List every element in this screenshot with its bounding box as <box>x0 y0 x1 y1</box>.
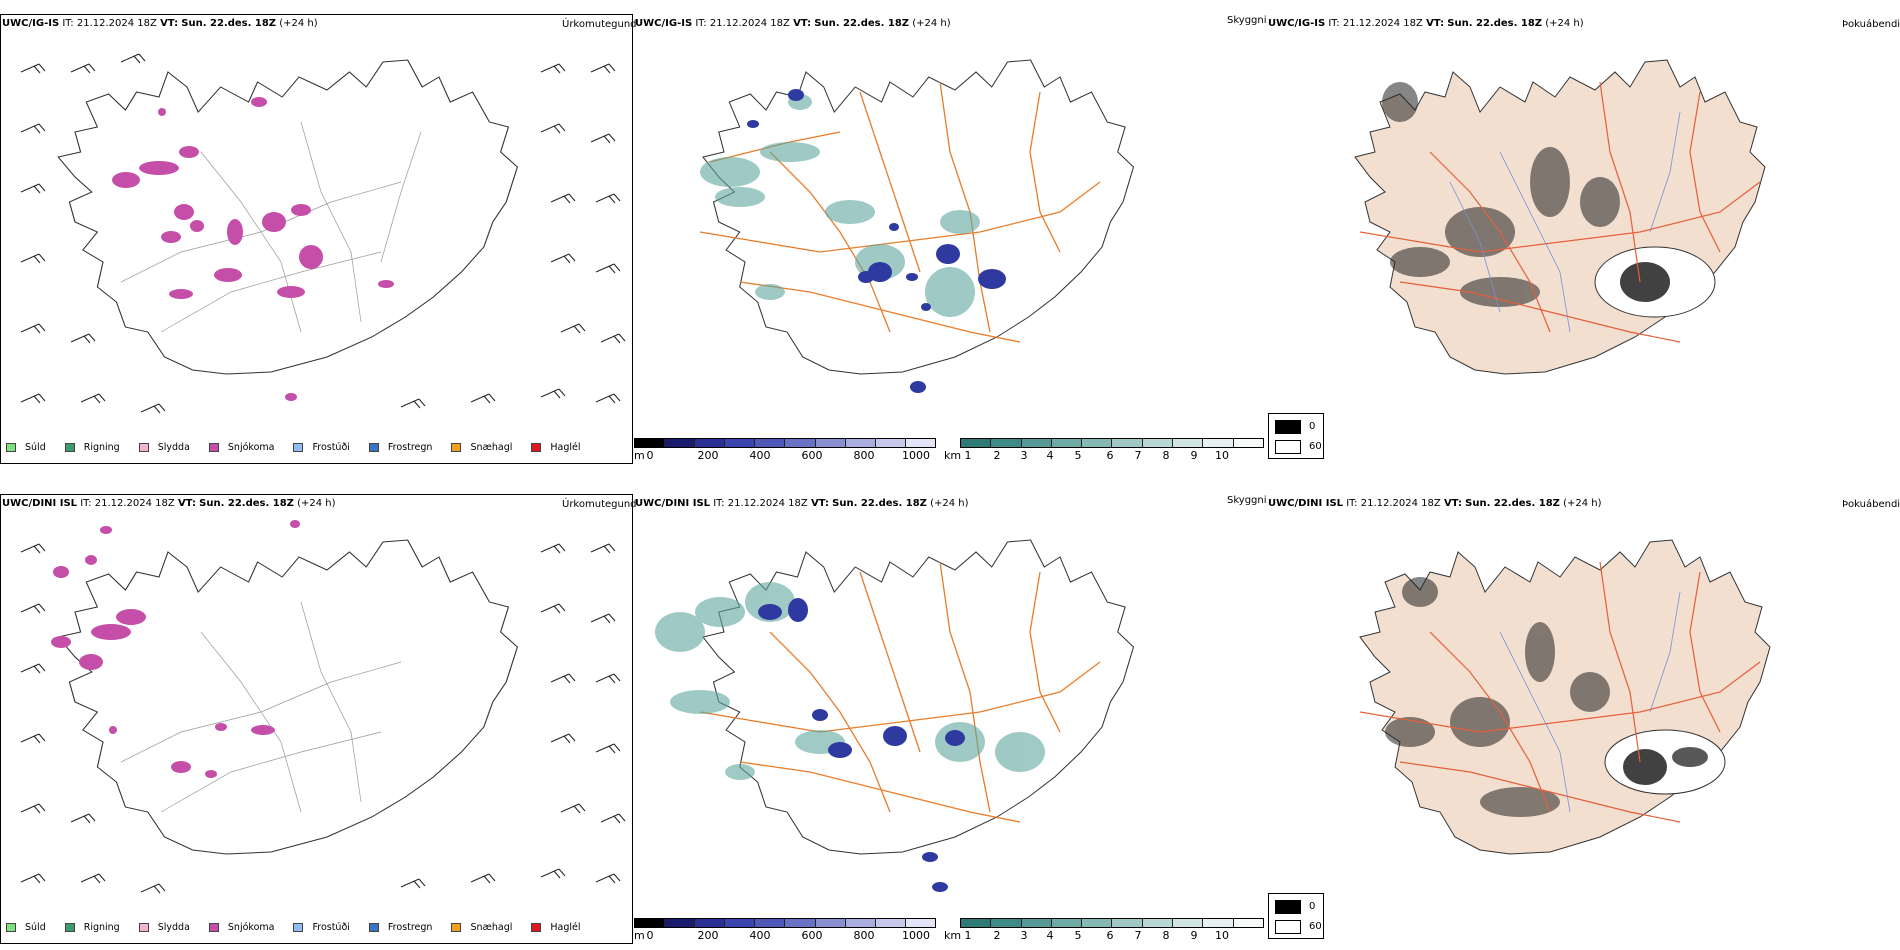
legend-swatch <box>368 443 379 452</box>
low-visibility-teal <box>700 94 980 317</box>
fog-legend-row1: 0 60 <box>1268 413 1324 459</box>
precip-map-frame <box>0 494 633 944</box>
wind-barbs <box>20 53 626 414</box>
legend-item: Súld <box>6 442 46 453</box>
colorbar-cells <box>960 918 1264 928</box>
legend-item: Snjókoma <box>208 442 274 453</box>
precip-legend-row2: Súld Rigning Slydda Snjókoma Frostúði Fr… <box>6 922 600 933</box>
fog-legend-dark-swatch <box>1275 900 1301 914</box>
low-visibility-teal <box>655 582 1045 780</box>
fog-roads <box>1359 561 1761 823</box>
legend-item: Snæhagl <box>451 922 512 933</box>
legend-item: Snjókoma <box>208 922 274 933</box>
legend-swatch <box>138 443 149 452</box>
legend-swatch <box>6 443 16 452</box>
legend-swatch <box>531 443 542 452</box>
fog-title-row2: Þokuábendi <box>1842 499 1900 510</box>
visibility-header-row1: UWC/IG-IS IT: 21.12.2024 18Z VT: Sun. 22… <box>635 18 951 29</box>
colorbar-cells <box>634 918 936 928</box>
precip-map-row2 <box>20 520 626 894</box>
glacier-white <box>1604 729 1726 795</box>
visibility-km-colorbar-row1: km 1 2 3 4 5 6 7 8 9 10 <box>944 438 1264 462</box>
rivers <box>1499 591 1681 813</box>
precip-legend-row1: Súld Rigning Slydda Snjókoma Frostúði Fr… <box>6 442 600 453</box>
visibility-km-colorbar-row2: km 1 2 3 4 5 6 7 8 9 10 <box>944 918 1264 942</box>
precip-header-row2: UWC/DINI ISL IT: 21.12.2024 18Z VT: Sun.… <box>2 498 336 509</box>
fog-legend-row2: 0 60 <box>1268 893 1324 939</box>
legend-swatch <box>64 443 75 452</box>
glacier-white <box>1594 246 1716 318</box>
legend-item: Rigning <box>64 922 120 933</box>
fog-map-row2 <box>1359 539 1771 855</box>
legend-item: Frostúði <box>293 922 350 933</box>
colorbar-ticks: m 0 200 400 600 800 1000 <box>634 449 930 462</box>
fog-title-row1: Þokuábendi <box>1842 19 1900 30</box>
snow-areas <box>112 97 394 401</box>
legend-item: Slydda <box>138 442 190 453</box>
roads <box>699 81 1101 343</box>
snow-areas <box>51 520 300 778</box>
colorbar-ticks: m 0 200 400 600 800 1000 <box>634 929 930 942</box>
legend-swatch <box>293 923 304 932</box>
legend-item: Snæhagl <box>451 442 512 453</box>
visibility-m-colorbar-row2: m 0 200 400 600 800 1000 <box>634 918 936 942</box>
visibility-m-colorbar-row1: m 0 200 400 600 800 1000 <box>634 438 936 462</box>
low-visibility-blue <box>758 598 965 892</box>
fog-dark-areas <box>1385 577 1610 817</box>
visibility-map-row1 <box>699 59 1135 393</box>
fog-map-row1 <box>1354 59 1766 375</box>
legend-swatch <box>208 443 219 452</box>
precip-map-row1 <box>20 53 626 414</box>
legend-item: Frostregn <box>368 922 432 933</box>
legend-swatch <box>451 443 462 452</box>
legend-swatch <box>531 923 542 932</box>
colorbar-cells <box>634 438 936 448</box>
legend-swatch <box>368 923 379 932</box>
legend-item: Frostregn <box>368 442 432 453</box>
legend-item: Slydda <box>138 922 190 933</box>
legend-swatch <box>208 923 219 932</box>
precip-map-frame <box>0 14 633 464</box>
fog-header-row2: UWC/DINI ISL IT: 21.12.2024 18Z VT: Sun.… <box>1268 498 1602 509</box>
precip-title-row2: Úrkomutegund <box>562 499 637 510</box>
fog-roads <box>1359 81 1761 343</box>
low-visibility-blue <box>747 89 1006 393</box>
visibility-map-row2 <box>655 539 1135 892</box>
precip-title-row1: Úrkomutegund <box>562 19 637 30</box>
legend-swatch <box>6 923 16 932</box>
colorbar-ticks: km 1 2 3 4 5 6 7 8 9 10 <box>944 449 1229 462</box>
wind-barbs <box>20 543 626 894</box>
legend-item: Haglél <box>531 442 581 453</box>
legend-swatch <box>451 923 462 932</box>
legend-swatch <box>138 923 149 932</box>
legend-item: Frostúði <box>293 442 350 453</box>
legend-swatch <box>293 443 304 452</box>
fog-header-row1: UWC/IG-IS IT: 21.12.2024 18Z VT: Sun. 22… <box>1268 18 1584 29</box>
rivers <box>1449 111 1681 333</box>
legend-item: Haglél <box>531 922 581 933</box>
colorbar-cells <box>960 438 1264 448</box>
roads <box>699 561 1101 823</box>
visibility-title-row1: Skyggni <box>1227 15 1267 26</box>
legend-swatch <box>64 923 75 932</box>
fog-legend-white-swatch <box>1275 920 1301 934</box>
fog-dark-areas <box>1382 82 1620 307</box>
fog-legend-white-swatch <box>1275 440 1301 454</box>
colorbar-ticks: km 1 2 3 4 5 6 7 8 9 10 <box>944 929 1229 942</box>
visibility-header-row2: UWC/DINI ISL IT: 21.12.2024 18Z VT: Sun.… <box>635 498 969 509</box>
legend-item: Rigning <box>64 442 120 453</box>
legend-item: Súld <box>6 922 46 933</box>
fog-legend-dark-swatch <box>1275 420 1301 434</box>
visibility-title-row2: Skyggni <box>1227 495 1267 506</box>
precip-header-row1: UWC/IG-IS IT: 21.12.2024 18Z VT: Sun. 22… <box>2 18 318 29</box>
